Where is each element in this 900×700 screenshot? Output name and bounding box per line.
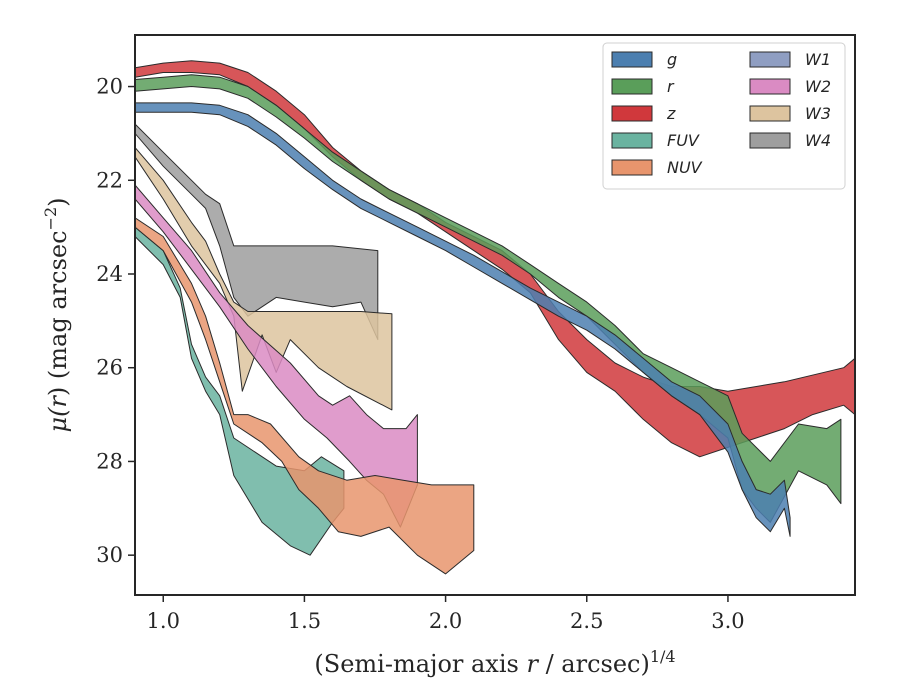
band-nuv [135, 217, 475, 575]
x-tick-label: 1.5 [288, 609, 321, 633]
y-tick-label: 26 [96, 356, 123, 380]
series-bands [135, 60, 855, 575]
legend-swatch-g [611, 51, 653, 68]
legend-label-w3: W3 [805, 104, 831, 123]
y-tick-label: 22 [96, 168, 123, 192]
y-axis: 20 22 24 26 28 30 [96, 75, 135, 567]
y-axis-label: μ(r) (mag arcsec−2) [41, 197, 72, 432]
legend-label-nuv: NUV [667, 158, 703, 177]
legend-label-w1: W1 [805, 50, 831, 69]
legend-swatch-w2 [749, 78, 791, 95]
legend-label-g: g [667, 50, 677, 69]
legend: grz FUV NUV W1 W2 W3 W4 [602, 42, 846, 190]
x-tick-label: 3.0 [711, 609, 744, 633]
x-axis-label: (Semi-major axis r / arcsec)1/4 [314, 647, 675, 678]
legend-swatch-z [611, 105, 653, 122]
legend-swatch-r [611, 78, 653, 95]
plot-frame [134, 34, 856, 596]
y-tick-label: 30 [96, 543, 123, 567]
legend-swatch-fuv [611, 132, 653, 149]
x-tick-label: 2.5 [570, 609, 603, 633]
band-w4 [135, 123, 379, 341]
x-tick-label: 2.0 [429, 609, 462, 633]
y-tick-label: 28 [96, 449, 123, 473]
legend-swatch-nuv [611, 159, 653, 176]
y-tick-label: 20 [96, 75, 123, 99]
x-axis: 1.0 1.5 2.0 2.5 3.0 [147, 595, 745, 633]
legend-label-r: r [667, 77, 675, 96]
legend-swatch-w4 [749, 132, 791, 149]
y-tick-label: 24 [96, 262, 123, 286]
legend-label-w4: W4 [805, 131, 831, 150]
legend-label-w2: W2 [805, 77, 831, 96]
legend-swatch-w3 [749, 105, 791, 122]
band-r [135, 74, 842, 523]
x-tick-label: 1.0 [147, 609, 180, 633]
band-w3 [135, 147, 393, 411]
legend-swatch-w1 [749, 51, 791, 68]
legend-label-fuv: FUV [667, 131, 700, 150]
legend-label-z: z [666, 104, 676, 123]
band-g [135, 102, 791, 537]
